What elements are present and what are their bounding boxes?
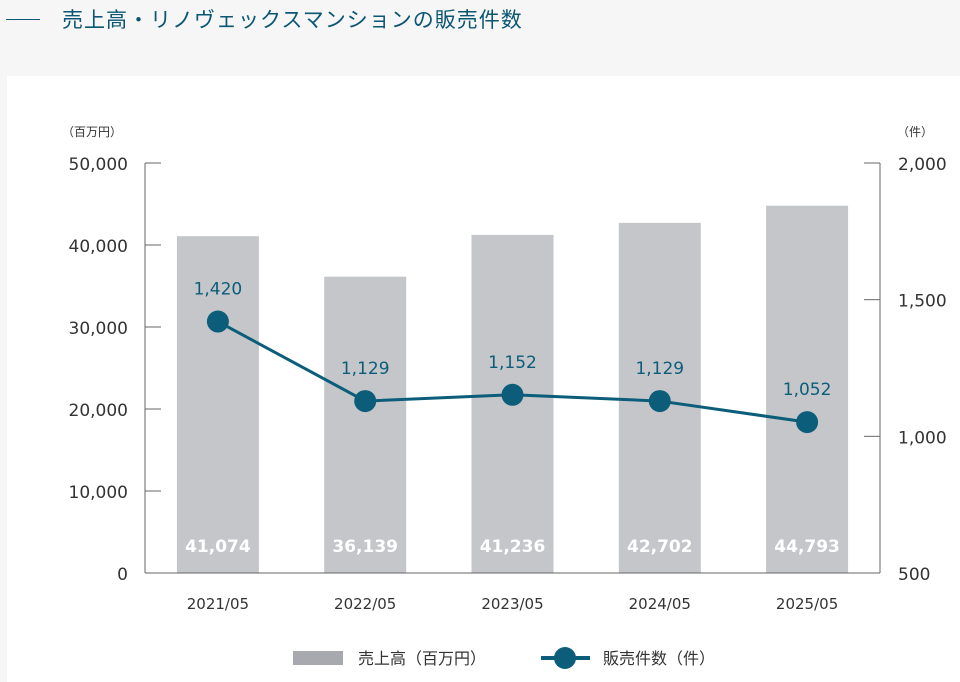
x-tick-label: 2021/05 [187, 595, 249, 613]
line-point-2025/05 [796, 411, 819, 434]
right-tick-label: 1,500 [898, 292, 947, 312]
bar-2025/05 [766, 205, 849, 574]
left-tick-label: 50,000 [69, 155, 128, 175]
bar-value-label: 41,236 [480, 537, 546, 557]
left-tick-label: 20,000 [69, 401, 128, 421]
bar-value-label: 41,074 [185, 537, 251, 557]
page-title-text: 売上高・リノヴェックスマンションの販売件数 [62, 8, 523, 32]
x-tick-label: 2022/05 [334, 595, 396, 613]
bar-value-label: 44,793 [774, 537, 840, 557]
line-value-label: 1,420 [194, 280, 243, 300]
title-dash [6, 18, 40, 20]
line-value-label: 1,129 [635, 359, 684, 379]
page-title: 売上高・リノヴェックスマンションの販売件数 [0, 4, 523, 34]
right-tick-label: 1,000 [898, 428, 947, 448]
left-tick-label: 0 [117, 565, 128, 585]
bar-2021/05 [176, 236, 259, 573]
legend-bar-label: 売上高（百万円） [358, 649, 486, 668]
left-tick-label: 40,000 [69, 237, 128, 257]
line-point-2023/05 [501, 383, 524, 406]
line-value-label: 1,129 [341, 359, 390, 379]
left-tick-label: 30,000 [69, 319, 128, 339]
right-axis-unit: （件） [897, 125, 933, 139]
line-point-2022/05 [354, 390, 377, 413]
x-tick-label: 2024/05 [629, 595, 691, 613]
legend-line-marker [554, 647, 576, 669]
left-tick-label: 10,000 [69, 483, 128, 503]
bar-value-label: 42,702 [627, 537, 693, 557]
line-point-2024/05 [648, 390, 671, 413]
legend-line-label: 販売件数（件） [603, 649, 715, 668]
x-tick-label: 2025/05 [776, 595, 838, 613]
bar-2022/05 [324, 276, 407, 573]
legend-bar-swatch [293, 651, 343, 665]
right-tick-label: 2,000 [898, 155, 947, 175]
line-point-2021/05 [206, 310, 229, 333]
left-axis-unit: （百万円） [62, 125, 122, 139]
bar-value-label: 36,139 [332, 537, 398, 557]
x-tick-label: 2023/05 [481, 595, 543, 613]
right-tick-label: 500 [898, 565, 930, 585]
line-value-label: 1,052 [783, 380, 832, 400]
line-value-label: 1,152 [488, 353, 537, 373]
